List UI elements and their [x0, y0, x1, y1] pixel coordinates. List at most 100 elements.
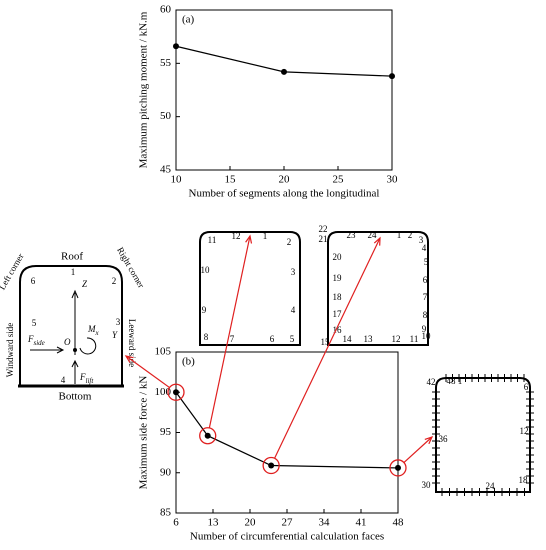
data-line: [175, 391, 399, 469]
data-point: [281, 68, 287, 75]
y-tick-label: 50: [160, 110, 172, 122]
face-number: 2: [287, 237, 292, 247]
roof-label: Roof: [61, 251, 83, 263]
face-number: 15: [321, 337, 331, 347]
tunnel-outline: [327, 231, 429, 346]
face-number: 6: [423, 275, 428, 285]
x-tick-label: 13: [208, 517, 220, 529]
right-corner-label: Right corner: [115, 245, 146, 289]
face-number: 12: [392, 334, 401, 344]
bottom-label: Bottom: [58, 391, 91, 403]
face-number: 11: [410, 334, 419, 344]
panel-label: (b): [182, 356, 195, 368]
lift-force-label: Flift: [79, 372, 94, 385]
arrow-head: [71, 359, 79, 368]
face-number: 2: [408, 230, 413, 240]
data-point: [389, 73, 395, 80]
face-number: 8: [204, 332, 209, 342]
face-number: 14: [343, 334, 353, 344]
pointer-head: [245, 234, 253, 244]
arrow-head: [71, 289, 79, 299]
section-number: 1: [71, 267, 76, 277]
side-force-label: Fside: [27, 334, 45, 347]
pointer-head: [424, 435, 434, 445]
face-number: 6: [270, 334, 275, 344]
lift-force-label-main: F: [79, 372, 86, 382]
face-number: 13: [364, 334, 374, 344]
data-point: [395, 464, 401, 471]
face-number: 23: [347, 230, 357, 240]
pointer-arrow: [403, 436, 433, 463]
face-number: 16: [333, 325, 343, 335]
y-tick-label: 100: [155, 386, 172, 398]
x-tick-label: 25: [333, 174, 345, 186]
face-number: 5: [290, 334, 295, 344]
x-tick-label: 6: [173, 517, 179, 529]
face-number: 4: [422, 243, 427, 253]
y-tick-label: 60: [160, 4, 172, 16]
side-force-label-sub: side: [34, 339, 45, 347]
face-number: 17: [333, 309, 343, 319]
x-tick-label: 15: [225, 174, 237, 186]
x-tick-label: 20: [245, 517, 257, 529]
y-tick-label: 105: [155, 346, 172, 358]
face-number: 12: [232, 231, 241, 241]
face-number: 3: [291, 267, 296, 277]
moment-label: Mx: [87, 324, 100, 337]
face-number: 20: [333, 252, 343, 262]
section-outline: [19, 265, 123, 385]
highlight-circle: [167, 383, 185, 401]
face-number: 18: [333, 292, 343, 302]
side-force-label-main: F: [27, 334, 34, 344]
y-tick-label: 55: [160, 57, 172, 69]
highlight-circle: [389, 459, 407, 477]
y-tick-label: 90: [160, 466, 172, 478]
face-number: 24: [486, 481, 496, 491]
pointer-arrow: [208, 235, 251, 429]
data-point: [268, 462, 275, 469]
x-axis-label: Number of segments along the longitudina…: [189, 188, 380, 200]
face-number: 42: [427, 377, 436, 387]
moment-arrow: [79, 337, 97, 355]
x-axis-label: Number of circumferential calculation fa…: [190, 531, 384, 543]
face-number: 8: [423, 310, 428, 320]
pointer-head: [124, 355, 134, 363]
section-number: 2: [112, 276, 117, 286]
face-number: 10: [422, 331, 432, 341]
y-axis-label: Maximum pitching moment / kN.m: [138, 11, 150, 168]
y-tick-label: 95: [160, 426, 172, 438]
pointer-head: [373, 236, 381, 246]
x-tick-label: 20: [279, 174, 291, 186]
face-number: 24: [368, 230, 378, 240]
tunnel-outline: [199, 231, 301, 346]
highlight-circle: [262, 456, 280, 475]
y-label: Y: [112, 330, 118, 340]
face-number: 36: [439, 434, 449, 444]
face-number: 10: [201, 265, 211, 275]
face-number: 19: [333, 273, 343, 283]
y-tick-label: 85: [160, 507, 172, 519]
face-number: 12: [520, 426, 529, 436]
o-label: O: [64, 337, 71, 347]
section-number: 4: [61, 375, 66, 385]
data-point: [204, 432, 211, 439]
face-number: 5: [424, 257, 429, 267]
face-number: 1: [397, 230, 402, 240]
x-tick-label: 41: [356, 517, 367, 529]
face-number: 1: [458, 376, 463, 386]
section-number: 6: [31, 276, 36, 286]
data-point: [173, 389, 179, 396]
lift-force-label-sub: lift: [86, 377, 95, 385]
face-number: 11: [208, 235, 217, 245]
section-number: 5: [32, 318, 37, 328]
y-axis-label: Maximum side force / kN: [138, 376, 150, 490]
leeward-label: Leeward side: [127, 319, 137, 367]
section-number: 3: [116, 317, 121, 327]
tunnel-outline: [435, 377, 531, 493]
face-number: 21: [319, 234, 328, 244]
face-number: 7: [423, 292, 428, 302]
y-tick-label: 45: [160, 164, 172, 176]
face-number: 4: [291, 305, 296, 315]
x-tick-label: 30: [387, 174, 399, 186]
